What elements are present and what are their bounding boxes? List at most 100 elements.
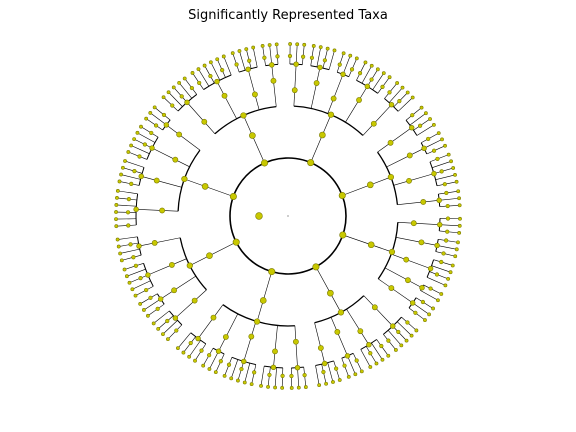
leaf-node <box>161 332 165 337</box>
leaf-branch <box>397 321 412 336</box>
leaf-branch <box>117 190 138 195</box>
taxon-node <box>218 359 223 364</box>
taxon-node <box>327 111 335 118</box>
taxon-node <box>220 68 225 73</box>
branch <box>186 102 216 134</box>
taxon-node <box>126 223 131 228</box>
taxon-node <box>317 64 323 71</box>
clade-root-node <box>229 192 237 200</box>
leaf-node <box>302 42 307 47</box>
taxon-node <box>144 287 149 293</box>
leaf-node <box>443 283 448 288</box>
taxon-node <box>210 314 217 321</box>
taxon-node <box>387 139 394 146</box>
taxon-node <box>444 190 449 196</box>
taxon-node <box>410 300 416 306</box>
taxon-node <box>357 71 363 76</box>
taxon-node <box>226 362 232 367</box>
branch <box>377 127 412 153</box>
taxon-node <box>197 80 202 86</box>
leaf-node <box>115 237 120 242</box>
taxon-node <box>165 318 170 324</box>
leaf-branch <box>117 236 138 240</box>
leaf-branch <box>371 342 383 360</box>
leaf-node <box>348 53 353 58</box>
leaf-branch <box>178 82 193 99</box>
taxon-node <box>126 197 131 202</box>
taxon-node <box>368 351 373 356</box>
taxon-node <box>437 221 443 228</box>
branch <box>397 200 440 205</box>
leaf-node <box>266 384 270 389</box>
leaf-node <box>410 95 415 100</box>
taxon-node <box>294 365 301 371</box>
branch <box>294 325 298 368</box>
leaf-node <box>431 122 436 127</box>
taxon-node <box>434 242 440 249</box>
taxon-node <box>245 66 251 73</box>
taxon-node <box>174 328 179 333</box>
taxon-node <box>222 334 229 340</box>
taxon-node <box>208 73 213 79</box>
leaf-node <box>146 313 150 318</box>
taxon-node <box>159 207 166 214</box>
taxon-node <box>171 287 177 294</box>
leaf-node <box>193 358 197 363</box>
taxon-node <box>379 343 384 349</box>
leaf-node <box>346 374 351 379</box>
leaf-branch <box>120 248 140 254</box>
leaf-branch <box>432 161 452 168</box>
leaf-branch <box>327 362 334 383</box>
taxon-node <box>317 345 324 351</box>
taxon-node <box>439 169 444 174</box>
leaf-node <box>457 230 462 235</box>
leaf-node <box>118 251 123 256</box>
leaf-node <box>202 63 207 68</box>
leaf-node <box>337 378 342 382</box>
leaf-node <box>448 270 453 275</box>
taxon-node <box>201 118 208 125</box>
taxon-node <box>420 299 426 305</box>
leaf-branch <box>274 367 277 388</box>
taxon-node <box>145 272 151 278</box>
leaf-node <box>161 95 166 100</box>
taxon-node <box>439 259 444 265</box>
taxon-node <box>445 203 450 209</box>
leaf-branch <box>143 298 161 311</box>
leaf-branch <box>116 204 137 207</box>
taxon-node <box>189 85 195 91</box>
taxon-node <box>445 229 450 234</box>
taxon-node <box>441 251 446 256</box>
leaf-node <box>259 383 263 388</box>
branch <box>136 209 179 212</box>
taxon-node <box>387 173 394 181</box>
taxon-node <box>240 112 247 119</box>
taxon-node <box>380 84 385 89</box>
leaf-node <box>229 376 234 381</box>
taxon-node <box>418 123 423 128</box>
leaf-node <box>114 203 119 207</box>
leaf-node <box>331 380 335 384</box>
leaf-node <box>166 337 170 342</box>
taxon-node <box>313 80 320 86</box>
leaf-node <box>242 380 247 385</box>
taxon-node <box>309 55 315 60</box>
root-point <box>287 215 289 217</box>
leaf-node <box>132 137 137 141</box>
branch <box>218 313 239 352</box>
clade-node <box>201 183 209 190</box>
leaf-node <box>148 111 153 115</box>
leaf-branch <box>150 112 167 126</box>
leaf-node <box>395 81 400 85</box>
taxon-node <box>221 92 228 99</box>
taxon-node <box>179 94 184 99</box>
clade-root-node <box>339 231 347 239</box>
leaf-node <box>363 60 368 65</box>
taxon-node <box>434 272 440 277</box>
leaf-branch <box>435 174 456 180</box>
taxon-node <box>129 181 134 186</box>
leaf-node <box>201 363 206 368</box>
leaf-node <box>354 56 359 61</box>
leaf-node <box>119 258 124 263</box>
leaf-node <box>190 71 195 75</box>
